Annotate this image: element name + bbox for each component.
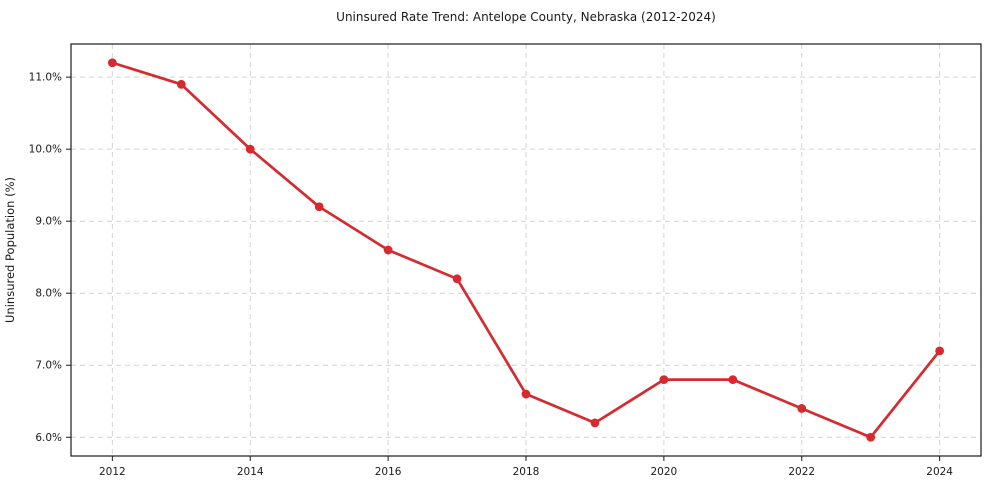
gridlines — [71, 44, 981, 456]
data-point — [383, 245, 393, 255]
data-point — [176, 79, 186, 89]
axis-tick-labels: 6.0% 7.0% 8.0% 9.0% 10.0% 11.0% 2012 2014 2016 20… — [29, 72, 954, 478]
x-tick-label: 2024 — [926, 466, 953, 478]
x-tick-label: 2012 — [99, 466, 126, 478]
data-point — [314, 202, 324, 212]
data-point — [107, 58, 117, 68]
y-tick-label: 9.0% — [35, 216, 62, 228]
data-point — [659, 375, 669, 385]
y-axis-label: Uninsured Population (%) — [3, 177, 17, 323]
x-tick-label: 2014 — [237, 466, 264, 478]
data-point — [590, 418, 600, 428]
y-tick-label: 8.0% — [35, 288, 62, 300]
x-tick-label: 2020 — [651, 466, 678, 478]
data-point — [728, 375, 738, 385]
y-tick-label: 7.0% — [35, 360, 62, 372]
data-point — [866, 432, 876, 442]
data-point — [452, 274, 462, 284]
x-tick-label: 2022 — [788, 466, 815, 478]
data-point — [521, 389, 531, 399]
axis-ticks — [66, 76, 941, 461]
data-point — [245, 144, 255, 154]
y-tick-label: 10.0% — [29, 144, 62, 156]
x-tick-label: 2016 — [375, 466, 402, 478]
chart-title: Uninsured Rate Trend: Antelope County, N… — [336, 10, 716, 24]
data-series — [107, 58, 945, 442]
data-point — [935, 346, 945, 356]
data-point — [797, 404, 807, 413]
y-tick-label: 6.0% — [35, 432, 62, 444]
x-tick-label: 2018 — [513, 466, 540, 478]
y-tick-label: 11.0% — [29, 72, 62, 84]
